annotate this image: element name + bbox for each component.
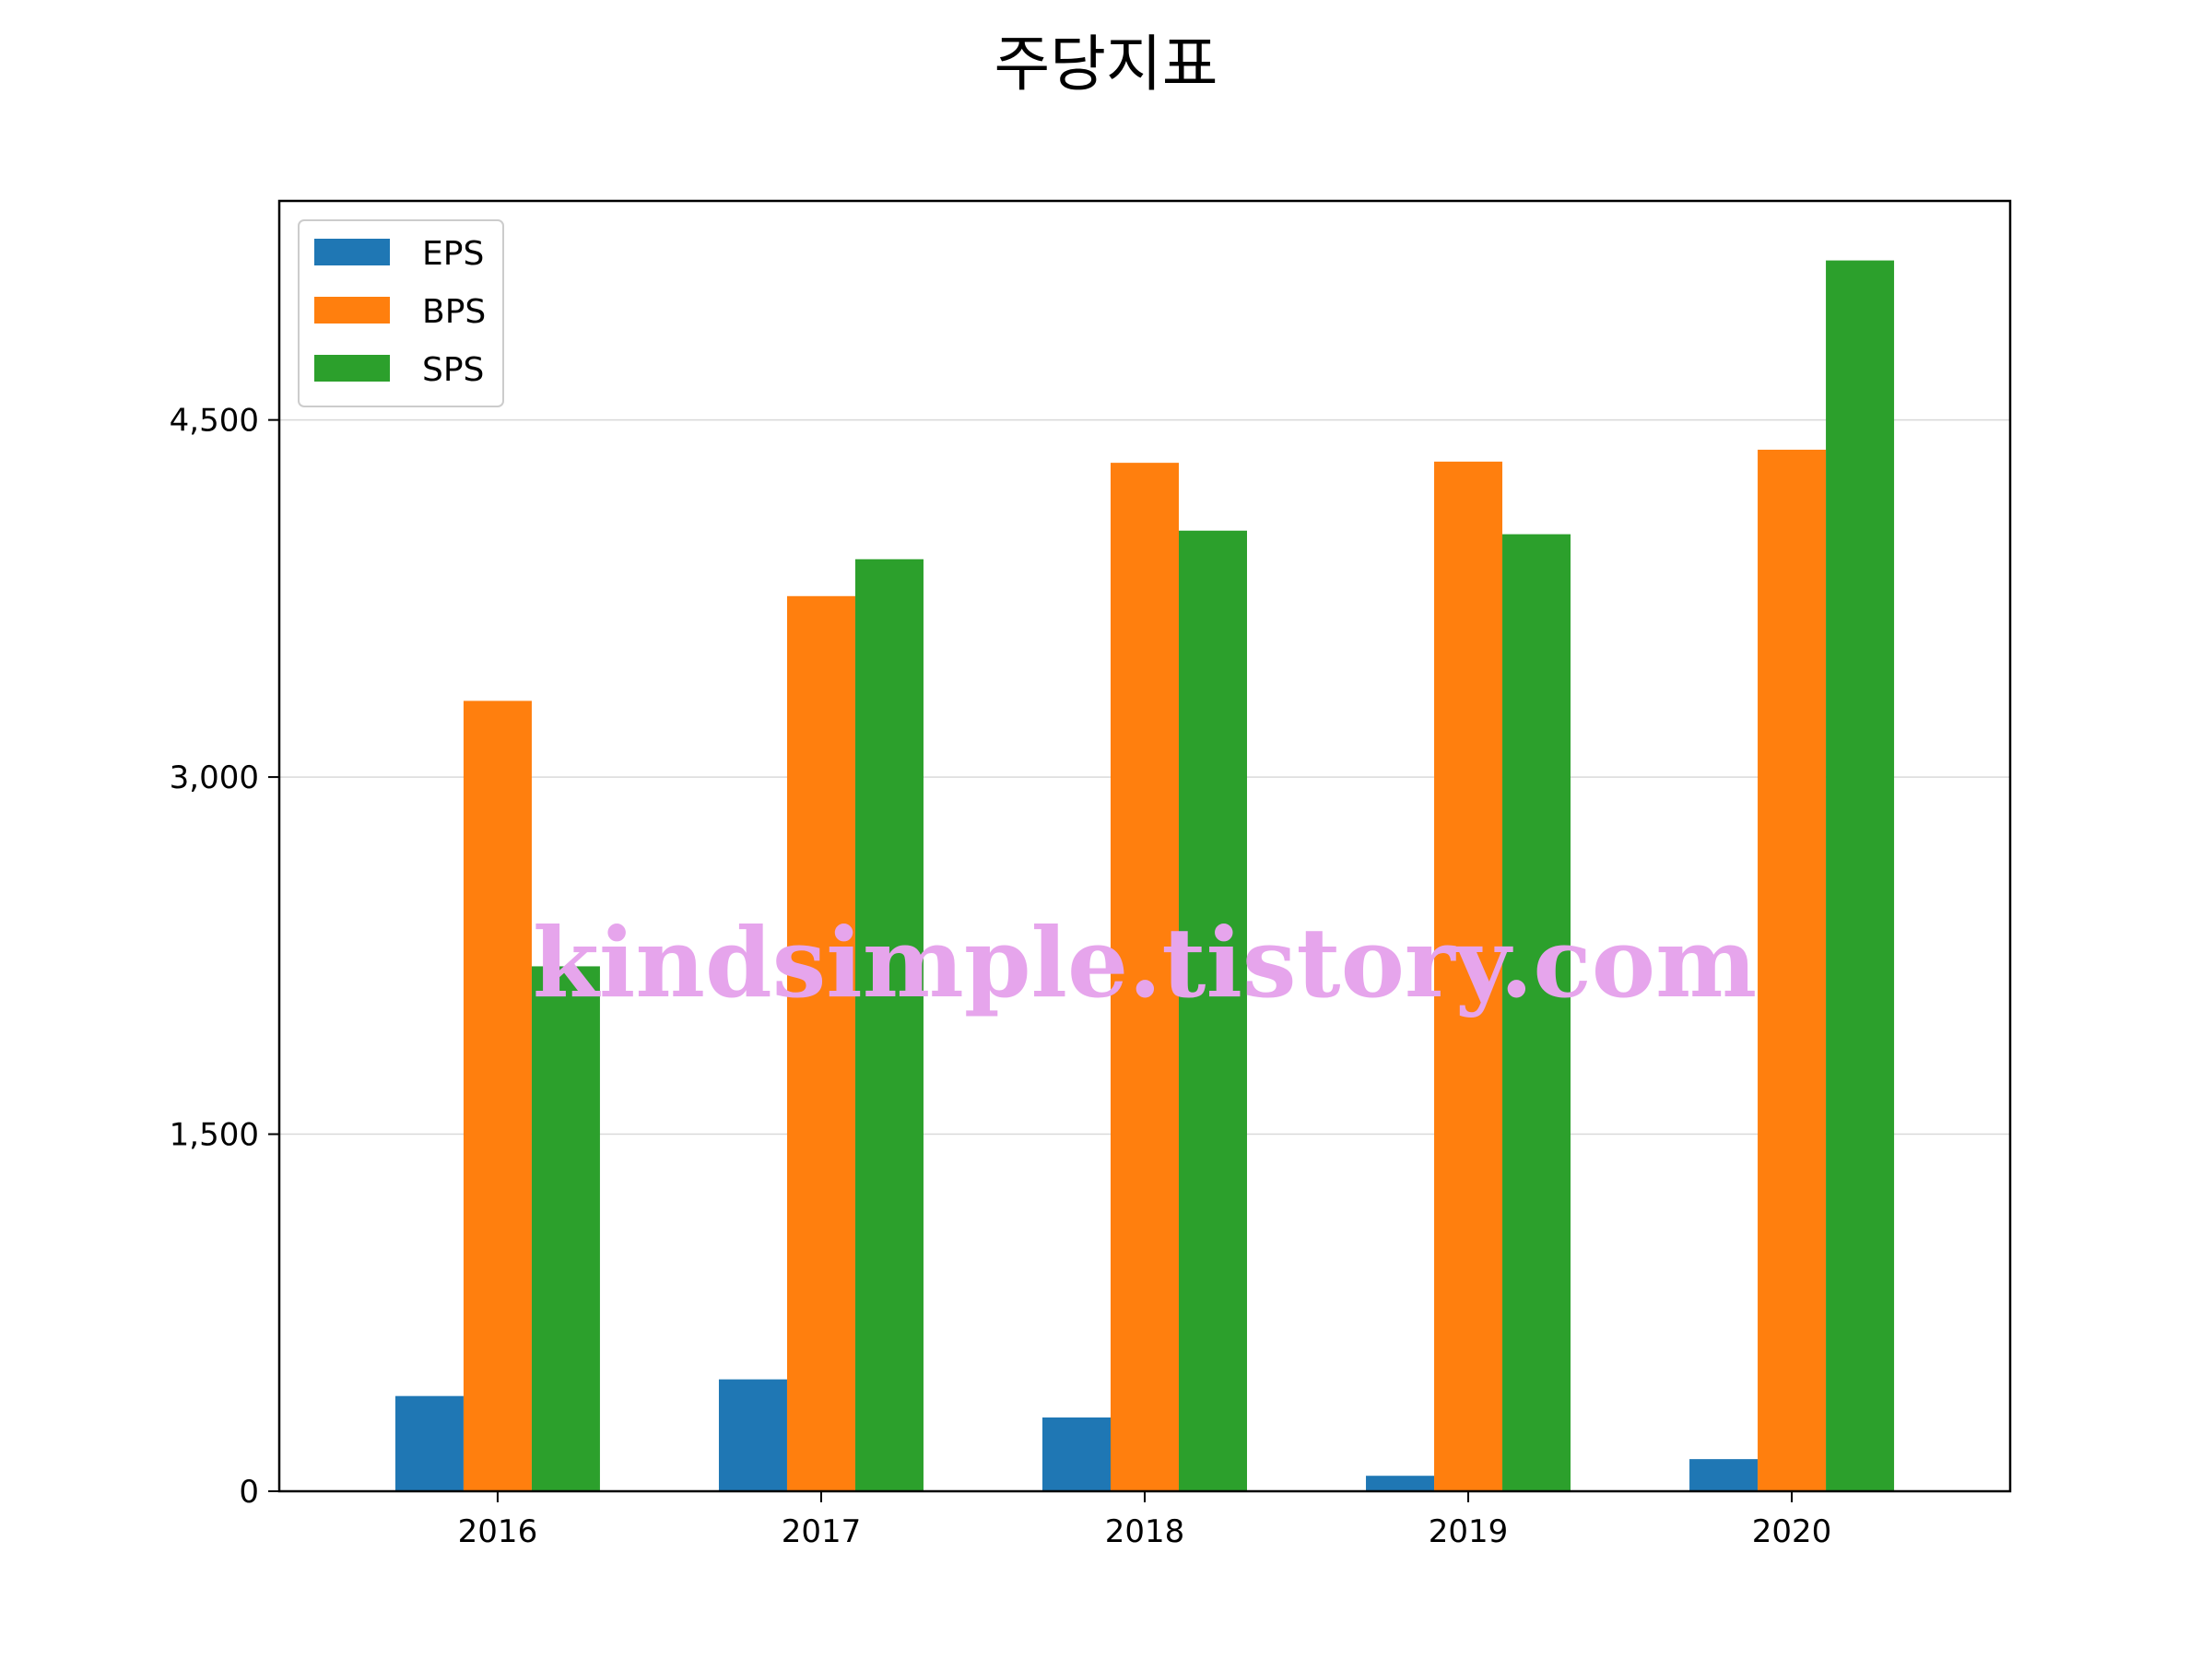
bars <box>394 260 1895 1492</box>
legend-swatch-eps <box>314 239 390 265</box>
x-tick-label: 2018 <box>1105 1513 1185 1550</box>
watermark-text: kindsimple.tistory.com <box>533 906 1757 1019</box>
bar-bps-2018 <box>1111 463 1179 1492</box>
bar-eps-2020 <box>1689 1459 1759 1491</box>
legend-swatch-bps <box>314 297 390 324</box>
y-tick-label: 0 <box>239 1474 259 1511</box>
bar-bps-2016 <box>463 700 532 1491</box>
x-axis: 2016 2017 2018 2019 2020 <box>458 1491 1832 1550</box>
bar-eps-2019 <box>1366 1476 1435 1491</box>
bar-sps-2019 <box>1502 534 1571 1492</box>
legend-label-bps: BPS <box>422 293 486 331</box>
chart-title: 주당지표 <box>994 29 1218 100</box>
x-tick-label: 2016 <box>458 1513 538 1550</box>
x-tick-label: 2020 <box>1752 1513 1832 1550</box>
legend-swatch-sps <box>314 355 390 382</box>
bar-bps-2019 <box>1434 461 1503 1492</box>
legend: EPS BPS SPS <box>298 219 504 407</box>
bar-sps-2020 <box>1826 260 1895 1491</box>
y-tick-label: 4,500 <box>170 403 259 440</box>
bar-eps-2017 <box>718 1379 787 1491</box>
x-tick-label: 2019 <box>1429 1513 1509 1550</box>
y-tick-label: 1,500 <box>170 1117 259 1154</box>
bar-eps-2018 <box>1042 1417 1111 1491</box>
bar-sps-2018 <box>1179 530 1247 1492</box>
bar-bps-2020 <box>1758 449 1827 1491</box>
y-axis: 0 1,500 3,000 4,500 <box>170 403 279 1511</box>
bar-eps-2016 <box>394 1395 464 1491</box>
legend-label-eps: EPS <box>422 235 484 273</box>
y-tick-label: 3,000 <box>170 759 259 796</box>
bar-sps-2017 <box>854 559 924 1491</box>
legend-label-sps: SPS <box>422 351 484 389</box>
x-tick-label: 2017 <box>782 1513 862 1550</box>
bar-sps-2016 <box>531 966 600 1491</box>
bar-bps-2017 <box>786 595 855 1491</box>
